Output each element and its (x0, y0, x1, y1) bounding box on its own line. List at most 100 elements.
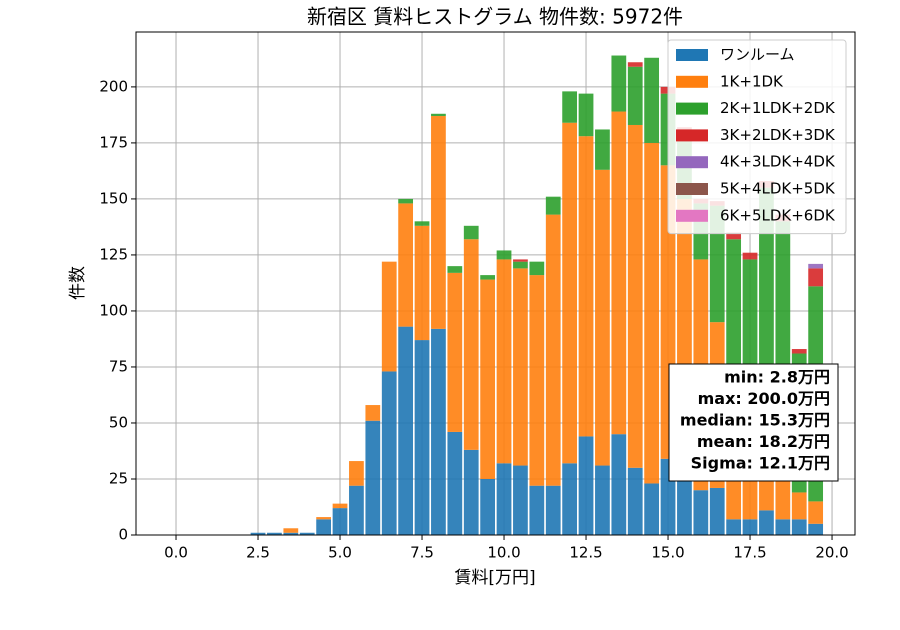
bar (447, 431, 463, 535)
bar (267, 532, 282, 535)
bar (595, 465, 610, 535)
bar (578, 136, 594, 437)
bar (513, 268, 528, 466)
bar (709, 487, 725, 535)
bar (808, 523, 824, 535)
x-tick-label: 17.5 (733, 544, 766, 562)
bar (431, 116, 446, 329)
bar (726, 232, 742, 240)
bar (365, 420, 381, 535)
x-tick-label: 10.0 (487, 544, 520, 562)
bar (726, 239, 742, 401)
bar (791, 349, 807, 354)
bar (644, 483, 660, 535)
y-tick-label: 25 (109, 469, 128, 487)
bar (513, 261, 528, 269)
legend-label: ワンルーム (720, 46, 795, 64)
bar (250, 532, 266, 535)
stats-line: min: 2.8万円 (724, 368, 830, 387)
bar (677, 472, 692, 535)
y-tick-label: 125 (99, 245, 128, 263)
bar (529, 485, 545, 535)
stats-line: median: 15.3万円 (680, 411, 830, 430)
x-tick-label: 12.5 (569, 544, 602, 562)
bar (349, 461, 364, 486)
x-tick-label: 2.5 (246, 544, 270, 562)
legend-label: 5K+4LDK+5DK (720, 180, 836, 198)
legend-label: 3K+2LDK+3DK (720, 126, 836, 144)
bar (627, 66, 643, 125)
bar (545, 196, 561, 215)
bar (627, 124, 643, 468)
bar (545, 214, 561, 486)
bar (496, 463, 512, 535)
chart-title: 新宿区 賃料ヒストグラム 物件数: 5972件 (307, 5, 683, 29)
bar (808, 263, 824, 269)
bar (283, 532, 299, 535)
stats-frame (668, 363, 839, 482)
legend-box (667, 39, 847, 235)
bar (513, 465, 528, 535)
bar (480, 478, 496, 535)
bar (742, 519, 758, 535)
stats-line: Sigma: 12.1万円 (691, 454, 830, 473)
bar (513, 259, 528, 262)
bar (709, 205, 725, 323)
bar (529, 261, 545, 276)
bar (578, 93, 594, 137)
bar (414, 221, 430, 226)
y-tick-label: 100 (99, 301, 128, 319)
y-tick-label: 0 (118, 526, 128, 544)
stats-box: min: 2.8万円 max: 200.0万円 median: 15.3万円 mean… (668, 363, 839, 482)
bar (349, 485, 364, 535)
bar (808, 268, 824, 287)
bar (529, 275, 545, 486)
bar (365, 405, 381, 421)
legend: ワンルーム 1K+1DK 2K+1LDK+2DK 3K+2LDK+3DK 4K+3LDK… (667, 39, 847, 235)
bar (381, 371, 397, 535)
legend-swatch (676, 183, 708, 195)
x-tick-label: 15.0 (651, 544, 684, 562)
bar (759, 510, 774, 535)
bar (562, 463, 578, 535)
bar (611, 434, 627, 535)
legend-label: 4K+3LDK+4DK (720, 153, 836, 171)
legend-swatch (676, 209, 708, 222)
bar (463, 239, 479, 450)
bar (316, 519, 332, 535)
bar (627, 467, 643, 535)
bar (414, 340, 430, 535)
bar (447, 266, 463, 273)
legend-swatch (676, 49, 708, 61)
bar (611, 55, 627, 112)
bar (316, 517, 332, 520)
x-axis-label: 賃料[万円] (454, 568, 535, 588)
legend-swatch (676, 75, 708, 88)
bar (398, 198, 414, 204)
bar (644, 57, 660, 143)
legend-swatch (676, 129, 708, 142)
bar (611, 111, 627, 435)
bar (775, 519, 791, 535)
bar (742, 252, 758, 260)
bar (808, 501, 824, 524)
y-tick-label: 75 (109, 357, 128, 375)
bar (595, 129, 610, 170)
bar (627, 62, 643, 67)
x-tick-label: 20.0 (815, 544, 848, 562)
bar (414, 225, 430, 341)
bar (496, 250, 512, 260)
plot-frame (135, 31, 856, 536)
bar (562, 122, 578, 464)
legend-label: 2K+1LDK+2DK (720, 99, 836, 117)
bar (299, 532, 315, 535)
bar (480, 275, 496, 280)
bar (791, 519, 807, 535)
bar (595, 169, 610, 466)
legend-label: 6K+5LDK+6DK (720, 206, 836, 224)
bar (578, 436, 594, 535)
legend-swatch (676, 156, 708, 169)
x-tick-label: 0.0 (164, 544, 188, 562)
x-tick-label: 7.5 (410, 544, 434, 562)
y-tick-label: 50 (109, 413, 128, 431)
